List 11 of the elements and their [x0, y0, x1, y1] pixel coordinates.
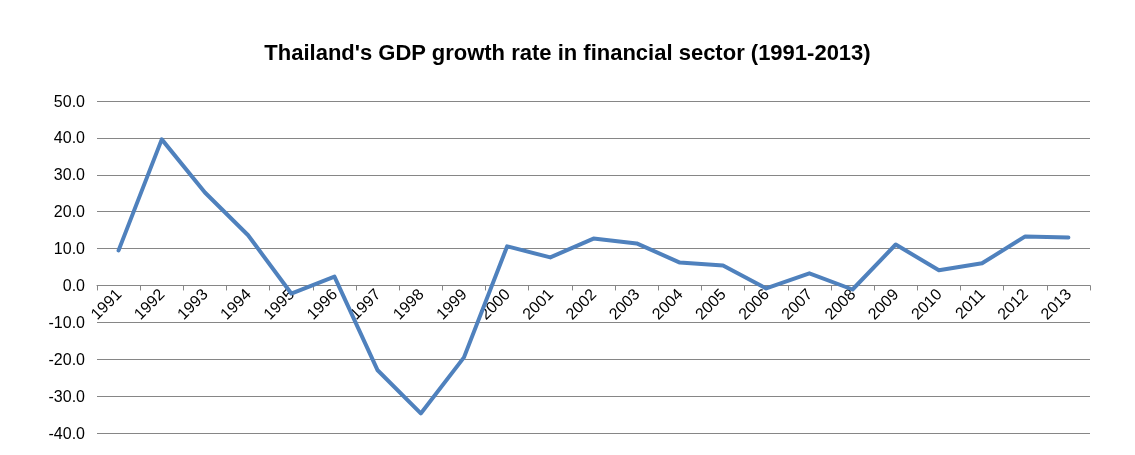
y-tick-label: -10.0	[48, 313, 86, 331]
y-tick-label: 0.0	[62, 276, 86, 294]
y-tick-label: -20.0	[48, 350, 86, 368]
y-tick-label: 40.0	[53, 129, 86, 147]
y-tick-label: -30.0	[48, 387, 86, 405]
y-tick-label: 50.0	[53, 92, 86, 110]
y-tick-label: 20.0	[53, 203, 86, 221]
y-tick-label: -40.0	[48, 424, 86, 442]
chart-title: Thailand's GDP growth rate in financial sector (1991-2013)	[264, 39, 871, 65]
y-tick-label: 30.0	[53, 166, 86, 184]
y-tick-label: 10.0	[53, 240, 86, 258]
